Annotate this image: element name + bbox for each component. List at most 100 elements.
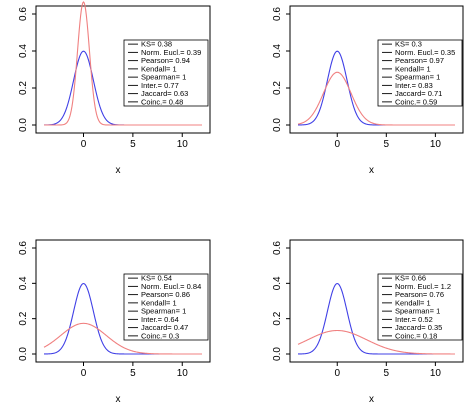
plot-frame [35, 239, 211, 363]
x-axis-label: x [116, 165, 121, 176]
legend-label: KS= 0.38 [141, 40, 172, 49]
legend-entry: KS= 0.3 [382, 40, 422, 49]
x-axis-label: x [369, 165, 374, 176]
legend-label: Pearson= 0.94 [141, 56, 190, 65]
y-tick-label: 0.4 [272, 44, 283, 58]
legend-label: Inter.= 0.77 [141, 81, 179, 90]
x-tick-label: 5 [384, 139, 390, 150]
legend-entry: Kendall= 1 [128, 64, 177, 73]
series-line-2 [297, 71, 455, 126]
legend-label: Spearman= 1 [395, 307, 440, 316]
y-tick-label: 0.0 [272, 347, 283, 361]
legend-entry: Norm. Eucl.= 0.39 [128, 48, 201, 57]
legend-entry: Jaccard= 0.47 [128, 323, 188, 332]
series-line-2 [297, 329, 455, 355]
plot-frame [35, 5, 211, 134]
legend-entry: Pearson= 0.94 [128, 56, 190, 65]
legend-entry: Jaccard= 0.63 [128, 89, 188, 98]
legend-label: Spearman= 1 [141, 73, 186, 82]
x-tick-label: 5 [130, 139, 136, 150]
legend-label: Pearson= 0.97 [395, 56, 444, 65]
legend-entry: Jaccard= 0.71 [382, 89, 442, 98]
legend-label: KS= 0.3 [395, 40, 422, 49]
series-line-2 [43, 322, 202, 355]
legend-label: Inter.= 0.52 [395, 315, 433, 324]
y-tick-label: 0.2 [18, 311, 29, 325]
legend-label: Kendall= 1 [395, 64, 431, 73]
legend-label: Jaccard= 0.47 [141, 323, 188, 332]
legend-box [123, 39, 209, 107]
y-tick-label: 0.2 [272, 311, 283, 325]
legend-label: Coinc.= 0.3 [141, 331, 179, 340]
x-tick-label: 0 [81, 368, 87, 379]
legend-label: Jaccard= 0.63 [141, 89, 188, 98]
x-tick-label: 5 [130, 368, 136, 379]
legend-entry: Kendall= 1 [382, 64, 431, 73]
plot-frame [289, 5, 464, 134]
legend-entry: Kendall= 1 [128, 298, 177, 307]
legend-label: Coinc.= 0.48 [141, 97, 183, 106]
plot-frame [289, 239, 464, 363]
legend-label: Inter.= 0.64 [141, 315, 179, 324]
legend-entry: Kendall= 1 [382, 298, 431, 307]
legend-label: Norm. Eucl.= 1.2 [395, 282, 451, 291]
x-tick-label: 0 [81, 139, 87, 150]
legend-label: Jaccard= 0.71 [395, 89, 442, 98]
y-tick-label: 0.0 [272, 118, 283, 132]
legend-entry: Coinc.= 0.18 [382, 331, 437, 340]
legend-entry: Coinc.= 0.3 [128, 331, 179, 340]
legend-label: Kendall= 1 [141, 64, 177, 73]
y-tick-label: 0.2 [272, 81, 283, 95]
legend-label: KS= 0.54 [141, 274, 172, 283]
y-tick-label: 0.0 [18, 118, 29, 132]
x-axis-label: x [369, 394, 374, 405]
legend-label: Norm. Eucl.= 0.84 [141, 282, 201, 291]
legend-entry: Jaccard= 0.35 [382, 323, 442, 332]
y-tick-label: 0.6 [18, 7, 29, 21]
legend-label: Kendall= 1 [141, 298, 177, 307]
x-tick-label: 0 [334, 139, 340, 150]
series-line-2 [44, 1, 202, 126]
legend-label: Pearson= 0.86 [141, 290, 190, 299]
legend-label: Spearman= 1 [141, 307, 186, 316]
x-tick-label: 10 [177, 368, 189, 379]
legend-entry: Norm. Eucl.= 0.84 [128, 282, 201, 291]
legend-label: Kendall= 1 [395, 298, 431, 307]
y-tick-label: 0.0 [18, 347, 29, 361]
legend-entry: Norm. Eucl.= 0.35 [382, 48, 455, 57]
y-tick-label: 0.4 [18, 44, 29, 58]
legend-box [377, 39, 463, 107]
y-tick-label: 0.4 [272, 276, 283, 290]
legend-entry: Pearson= 0.76 [382, 290, 444, 299]
y-tick-label: 0.6 [272, 241, 283, 255]
y-tick-label: 0.2 [18, 81, 29, 95]
legend-label: Coinc.= 0.59 [395, 97, 437, 106]
legend-label: Pearson= 0.76 [395, 290, 444, 299]
legend-entry: Inter.= 0.52 [382, 315, 433, 324]
legend-label: Norm. Eucl.= 0.35 [395, 48, 455, 57]
legend-entry: Norm. Eucl.= 1.2 [382, 282, 451, 291]
legend-label: Norm. Eucl.= 0.39 [141, 48, 201, 57]
x-tick-label: 10 [430, 368, 442, 379]
legend-entry: Spearman= 1 [128, 73, 186, 82]
x-tick-label: 0 [334, 368, 340, 379]
legend-entry: KS= 0.66 [382, 274, 426, 283]
legend-entry: Spearman= 1 [382, 73, 440, 82]
x-tick-label: 10 [430, 139, 442, 150]
legend-entry: Pearson= 0.86 [128, 290, 190, 299]
legend-label: Jaccard= 0.35 [395, 323, 442, 332]
legend-box [377, 273, 463, 341]
legend-entry: Coinc.= 0.59 [382, 97, 437, 106]
y-tick-label: 0.4 [18, 276, 29, 290]
legend-entry: Spearman= 1 [382, 307, 440, 316]
legend-entry: Inter.= 0.83 [382, 81, 433, 90]
